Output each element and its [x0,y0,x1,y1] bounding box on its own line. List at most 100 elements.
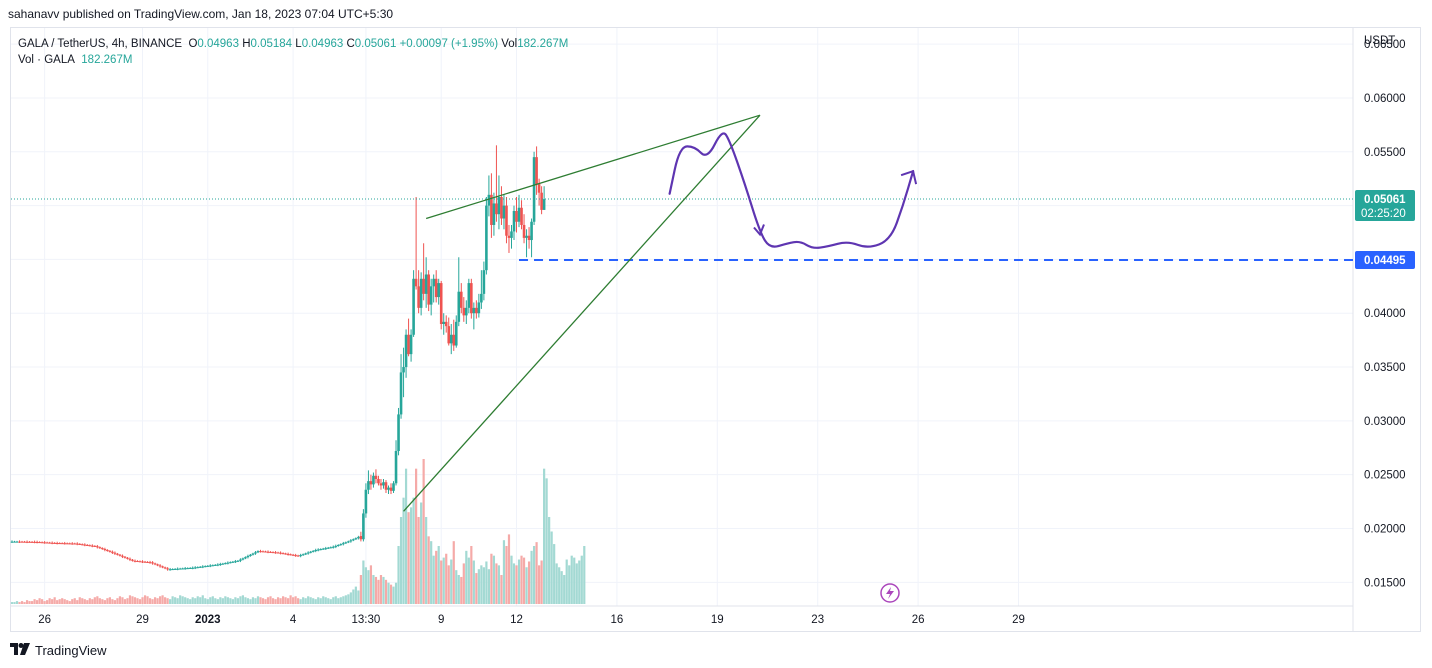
legend-change: +0.00097 (+1.95%) [399,38,499,50]
volume-bar [304,598,307,604]
volume-bar [98,598,101,604]
support-price-tag [1355,250,1415,269]
volume-bar [455,570,458,604]
legend-vol-series-value: 182.267M [81,54,133,66]
projection-arrow-up [900,169,918,185]
candle-body [266,551,270,553]
volume-bar [231,599,234,604]
volume-bar [507,534,511,604]
candle-body [78,543,82,545]
time-axis-tick: 2023 [195,614,221,626]
candle-body [15,541,19,543]
candle-body [487,194,491,206]
volume-bar [249,599,252,604]
candle-body [379,483,383,486]
volume-bar [500,575,503,604]
time-axis-tick: 29 [1012,614,1025,626]
volume-bar [271,598,275,604]
candle-body [171,569,174,571]
volume-bar [30,601,34,604]
wedge-upper-line [425,114,761,220]
candle-body [291,554,295,556]
volume-bar [18,602,21,604]
time-axis-tick: 12 [510,614,523,626]
volume-bar [450,559,453,604]
candle-body [148,562,152,564]
volume-bar [314,599,317,604]
volume-bar [347,594,350,604]
candle-body [500,196,503,219]
candle-body [535,157,538,185]
volume-bar [10,602,14,604]
volume-bar [382,576,385,604]
candle-body [470,283,473,314]
volume-bar [442,557,445,604]
volume-bar [560,571,563,604]
volume-bar [387,582,390,604]
candle-body [525,235,528,238]
candle-body [191,567,195,569]
volume-bar [234,597,237,604]
price-axis-tick: 0.04000 [1364,308,1406,320]
volume-bar [354,586,357,604]
candle-body [419,278,423,308]
candle-body [412,278,415,335]
volume-bar [432,555,435,604]
footer-branding[interactable]: TradingView [10,642,107,658]
volume-bar [324,597,327,604]
volume-bar [141,597,144,604]
legend-vol-series[interactable]: Vol · GALA [18,54,75,66]
volume-bar [480,565,483,604]
candle-body [352,539,355,541]
candle-body [45,542,49,544]
volume-bar [337,598,340,604]
candle-body [374,475,378,479]
volume-bar [43,601,46,604]
volume-bar [246,598,250,604]
legend-symbol[interactable]: GALA / TetherUS, 4h, BINANCE [18,38,183,50]
candle-body [65,543,69,545]
volume-bar [510,555,513,604]
volume-bar [121,597,124,604]
volume-bar [56,600,59,604]
time-axis-tick: 26 [38,614,51,626]
wedge-lower-line [403,114,761,512]
volume-bar [128,595,132,604]
volume-bar [364,567,368,604]
candle-body [156,564,159,566]
candle-body [459,291,463,308]
volume-bar [394,582,398,604]
candle-body [540,192,543,210]
candle-body [246,555,250,558]
volume-bar [447,565,450,604]
candle-body [23,541,26,543]
candle-body [434,278,438,298]
volume-bar [409,507,413,604]
candle-body [38,542,41,544]
candle-body [146,561,149,563]
candle-body [83,544,87,546]
candle-body [143,561,147,563]
candles [10,145,546,571]
candle-body [133,560,137,562]
volume-bar [216,599,219,604]
candle-body [309,551,312,553]
candle-body [299,555,302,557]
volume-bar [126,598,129,604]
volume-bar [522,557,526,604]
volume-bar [322,596,325,604]
volume-bar [312,598,315,604]
chart-frame[interactable] [10,27,1421,632]
candle-body [111,551,114,553]
candle-body [492,203,496,225]
candle-body [289,554,292,556]
candle-body [357,537,360,539]
candle-body [239,559,242,561]
candle-body [281,553,285,555]
volume-bar [20,601,24,604]
candle-body [439,283,443,324]
volume-bar [68,601,71,604]
candle-body [326,547,330,549]
candle-body [372,475,375,485]
